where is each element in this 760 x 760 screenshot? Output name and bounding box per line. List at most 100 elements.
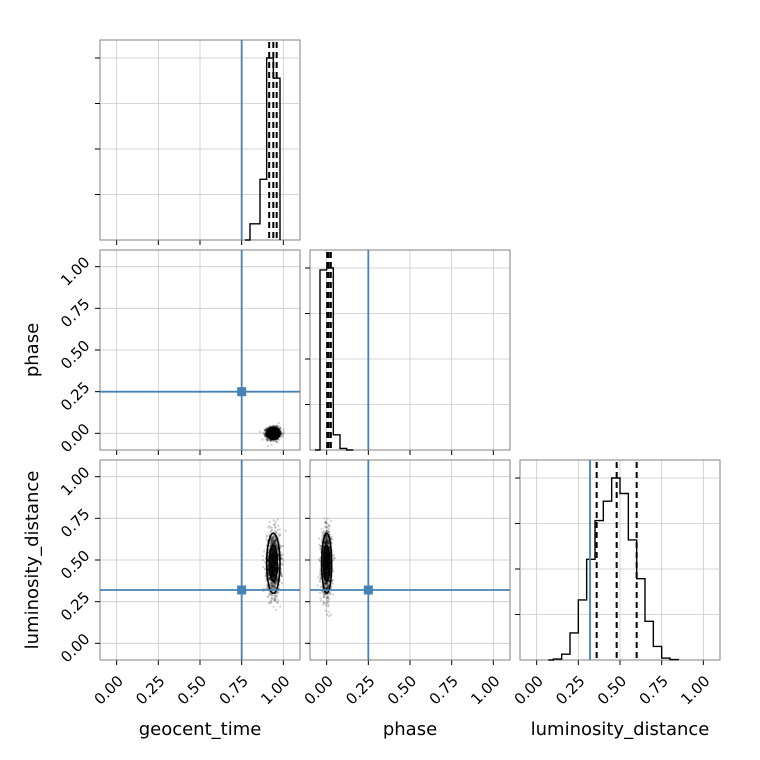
sample-point (271, 430, 274, 433)
sample-point (327, 610, 330, 613)
x-tick-label: 0.25 (342, 672, 378, 708)
sample-point (273, 432, 276, 435)
sample-point (273, 433, 276, 436)
sample-point (270, 431, 273, 434)
sample-point (317, 576, 320, 579)
sample-point (270, 443, 273, 447)
sample-point (270, 431, 273, 434)
sample-point (272, 432, 275, 435)
sample-point (269, 439, 273, 442)
sample-point (271, 433, 274, 436)
sample-point (281, 434, 284, 437)
sample-point (271, 433, 274, 437)
sample-point (320, 531, 324, 534)
sample-point (273, 432, 276, 435)
sample-point (279, 533, 282, 536)
sample-point (274, 433, 277, 436)
sample-point (271, 432, 274, 435)
sample-point (272, 585, 275, 589)
sample-point (264, 430, 267, 433)
sample-point (280, 431, 283, 435)
sample-point (271, 430, 274, 434)
sample-point (271, 434, 274, 437)
sample-point (272, 431, 275, 435)
sample-point (270, 433, 273, 436)
sample-point (326, 583, 329, 587)
sample-point (272, 537, 275, 541)
x-tick-label: 0.00 (301, 672, 337, 708)
sample-point (279, 436, 283, 439)
y-axis-label-phase: phase (22, 323, 43, 377)
sample-point (271, 434, 274, 437)
sample-point (272, 432, 276, 435)
sample-point (273, 432, 276, 435)
sample-point (264, 428, 267, 431)
sample-point (274, 432, 277, 435)
sample-point (273, 431, 276, 434)
sample-point (273, 430, 276, 434)
sample-point (265, 427, 268, 430)
sample-point (261, 559, 265, 562)
sample-point (264, 428, 267, 432)
sample-point (261, 438, 264, 441)
sample-point (269, 543, 272, 546)
sample-point (272, 430, 275, 433)
sample-point (275, 608, 278, 612)
sample-point (268, 521, 271, 524)
sample-point (274, 594, 277, 597)
sample-point (272, 430, 275, 433)
sample-point (271, 431, 274, 434)
sample-point (271, 434, 274, 437)
sample-point (271, 431, 274, 434)
sample-point (273, 431, 276, 434)
hist-phase-panel (305, 249, 511, 455)
sample-point (270, 432, 273, 436)
sample-point (270, 433, 273, 436)
sample-point (274, 433, 277, 436)
sample-point (277, 425, 280, 428)
panel-frame (519, 459, 721, 661)
sample-point (273, 433, 276, 436)
sample-point (272, 431, 275, 434)
sample-point (271, 433, 274, 436)
sample-point (272, 432, 275, 435)
sample-point (271, 431, 274, 434)
sample-point (269, 432, 273, 435)
sample-point (272, 433, 275, 436)
sample-point (265, 438, 268, 441)
sample-point (269, 432, 272, 435)
sample-point (273, 430, 276, 433)
sample-point (273, 433, 277, 436)
sample-point (272, 433, 276, 436)
sample-point (272, 431, 275, 434)
sample-point (317, 558, 321, 561)
sample-point (319, 586, 322, 589)
sample-point (266, 438, 270, 442)
sample-point (262, 565, 265, 569)
sample-point (271, 431, 275, 434)
sample-point (274, 432, 277, 436)
sample-point (273, 430, 276, 433)
sample-point (270, 431, 273, 434)
sample-point (263, 434, 267, 438)
y-tick-label: 0.00 (57, 420, 93, 456)
sample-point (271, 431, 274, 434)
sample-point (273, 431, 277, 434)
sample-point (321, 590, 324, 593)
joint-geocent-time-phase-panel (95, 249, 301, 455)
sample-point (280, 429, 283, 432)
sample-point (270, 433, 273, 436)
sample-point (263, 568, 267, 571)
y-tick-label: 0.25 (57, 588, 93, 624)
sample-point (274, 432, 277, 435)
sample-point (272, 432, 276, 435)
sample-point (271, 430, 274, 433)
sample-point (274, 431, 277, 435)
sample-point (269, 432, 272, 435)
sample-point (272, 431, 275, 435)
sample-point (274, 432, 277, 435)
sample-point (272, 433, 275, 436)
sample-point (270, 432, 273, 435)
sample-point (273, 430, 276, 433)
